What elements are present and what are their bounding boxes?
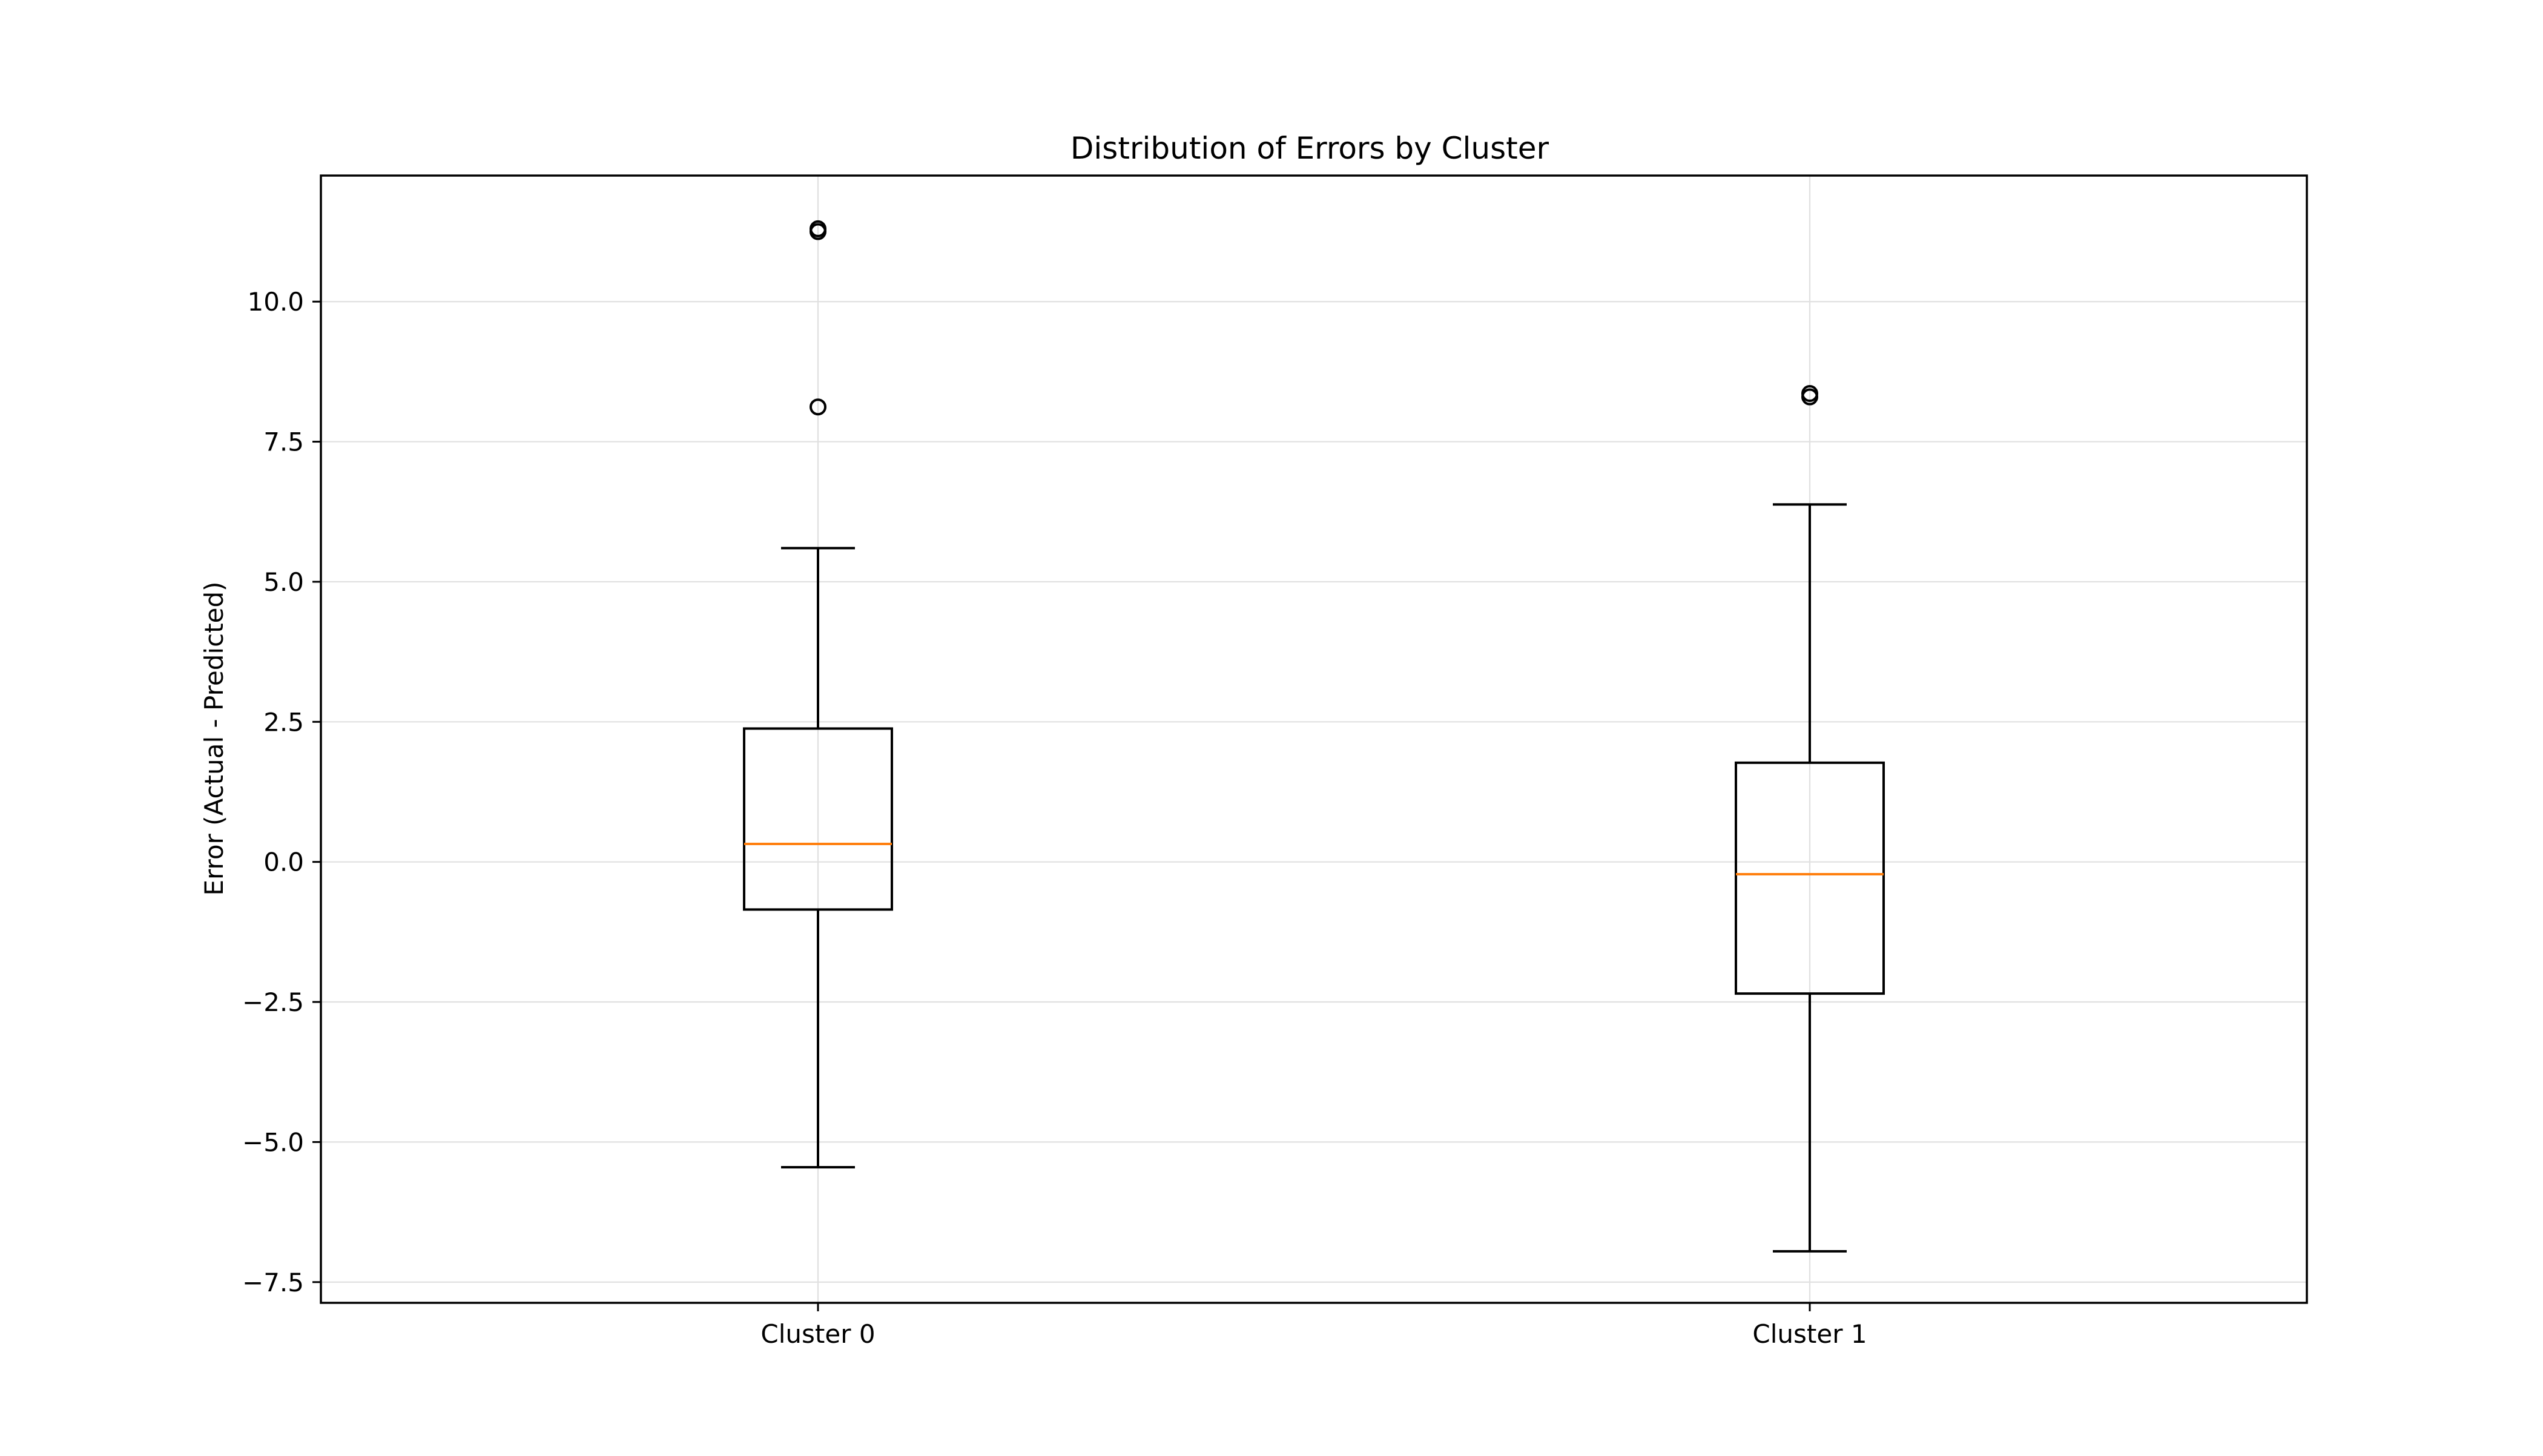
y-tick-label: 5.0	[263, 567, 304, 597]
box-group	[743, 220, 893, 1169]
axis-ticks: −7.5 −5.0 −2.5 0.0 2.5 5.0 7.5 10.0 Cluster 0 Clu…	[242, 287, 1867, 1349]
x-tick-label: Cluster 1	[1752, 1319, 1867, 1349]
grid-lines	[321, 176, 2307, 1303]
box-layer	[743, 220, 1885, 1253]
iqr-box	[743, 727, 893, 911]
chart-title: Distribution of Errors by Cluster	[1070, 131, 1549, 166]
outlier-point	[1801, 384, 1818, 402]
y-tick-label: −2.5	[242, 987, 304, 1017]
y-tick-label: 7.5	[263, 427, 304, 457]
plot-area-frame	[320, 174, 2308, 1304]
x-tick-label: Cluster 0	[760, 1319, 875, 1349]
y-tick-label: −5.0	[242, 1127, 304, 1157]
y-axis-label: Error (Actual - Predicted)	[199, 581, 229, 895]
y-tick-label: 0.0	[263, 848, 304, 877]
y-tick-label: 10.0	[247, 287, 304, 317]
iqr-box	[1735, 761, 1885, 995]
box-group	[1735, 384, 1885, 1253]
y-tick-label: 2.5	[263, 707, 304, 737]
outlier-point	[810, 398, 826, 416]
y-tick-label: −7.5	[242, 1268, 304, 1297]
outlier-point	[810, 220, 826, 237]
